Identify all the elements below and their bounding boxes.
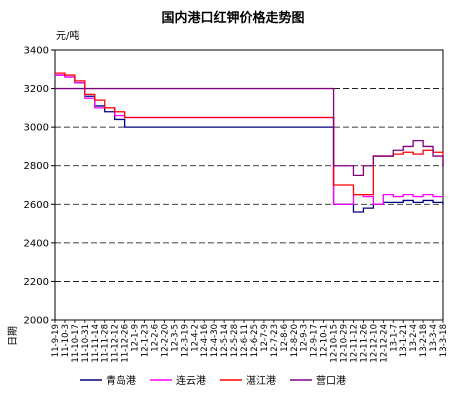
x-tick-label: 12-4-30: [210, 324, 220, 357]
legend-label: 营口港: [316, 374, 346, 387]
y-tick-label: 2600: [24, 200, 49, 211]
x-tick-label: 11-10-17: [71, 324, 81, 363]
y-tick-label: 2200: [24, 277, 49, 288]
x-tick-label: 11-12-12: [111, 324, 121, 363]
y-axis: 2000 2200 2400 2600 2800 3000 3200 3400: [24, 46, 55, 327]
series-lines: [55, 72, 444, 213]
legend-label: 青岛港: [106, 374, 136, 387]
y-tick-label: 3000: [24, 123, 49, 134]
x-tick-label: 12-6-25: [250, 324, 260, 357]
x-tick-label: 12-2-20: [160, 324, 170, 357]
series-line: [55, 72, 444, 196]
x-tick-label: 12-3-19: [180, 324, 190, 357]
x-tick-label: 13-1-21: [399, 324, 409, 357]
x-tick-label: 12-5-14: [220, 324, 230, 357]
y-axis-unit-label: 元/吨: [56, 29, 79, 42]
legend-label: 湛江港: [246, 375, 276, 387]
x-tick-label: 12-1-9: [131, 324, 141, 352]
x-axis: 11-9-19 11-10-3 11-10-17 11-10-31 11-11-14 11…: [51, 320, 449, 363]
x-tick-label: 12-9-17: [310, 324, 320, 357]
x-tick-label: 13-2-18: [419, 324, 429, 357]
x-tick-label: 12-8-6: [280, 324, 290, 352]
y-tick-label: 2400: [24, 238, 49, 249]
x-tick-label: 12-10-29: [340, 324, 350, 363]
x-tick-label: 12-11-12: [349, 324, 359, 363]
x-tick-label: 12-2-6: [150, 324, 160, 352]
x-tick-label: 13-3-4: [429, 324, 439, 352]
series-line: [55, 87, 444, 177]
x-tick-label: 12-1-23: [141, 324, 151, 357]
x-axis-label: 日期: [7, 326, 19, 346]
y-tick-label: 2000: [24, 316, 49, 327]
x-tick-label: 12-8-20: [290, 324, 300, 357]
chart-title: 国内港口红钾价格走势图: [161, 10, 304, 26]
y-tick-label: 3200: [24, 84, 49, 95]
x-tick-label: 13-3-18: [439, 324, 449, 357]
x-tick-label: 12-12-24: [379, 324, 389, 363]
x-tick-label: 12-10-15: [330, 324, 340, 363]
x-tick-label: 12-10-1: [320, 324, 330, 357]
x-tick-label: 12-4-2: [190, 324, 200, 352]
x-tick-label: 12-6-11: [240, 324, 250, 357]
x-tick-label: 12-11-26: [359, 324, 369, 363]
x-tick-label: 11-11-28: [101, 324, 111, 363]
x-tick-label: 11-11-14: [91, 324, 101, 363]
plot-area: [54, 49, 444, 321]
x-tick-label: 12-9-3: [300, 324, 310, 352]
x-tick-label: 11-9-19: [51, 324, 61, 357]
y-tick-label: 2800: [24, 161, 49, 172]
y-tick-label: 3400: [24, 46, 49, 57]
x-tick-label: 11-10-31: [81, 324, 91, 363]
x-tick-label: 12-4-16: [200, 324, 210, 357]
x-tick-label: 12-5-28: [230, 324, 240, 357]
x-tick-label: 11-10-3: [61, 324, 71, 357]
x-tick-label: 13-2-4: [409, 324, 419, 352]
x-tick-label: 12-7-23: [270, 324, 280, 357]
x-tick-label: 13-1-7: [389, 324, 399, 352]
legend: 青岛港 连云港 湛江港 营口港: [80, 374, 346, 387]
x-tick-label: 12-7-9: [260, 324, 270, 352]
x-tick-label: 11-12-26: [121, 324, 131, 363]
x-tick-label: 12-12-10: [369, 324, 379, 363]
x-tick-label: 12-3-5: [170, 324, 180, 352]
legend-label: 连云港: [176, 374, 206, 387]
